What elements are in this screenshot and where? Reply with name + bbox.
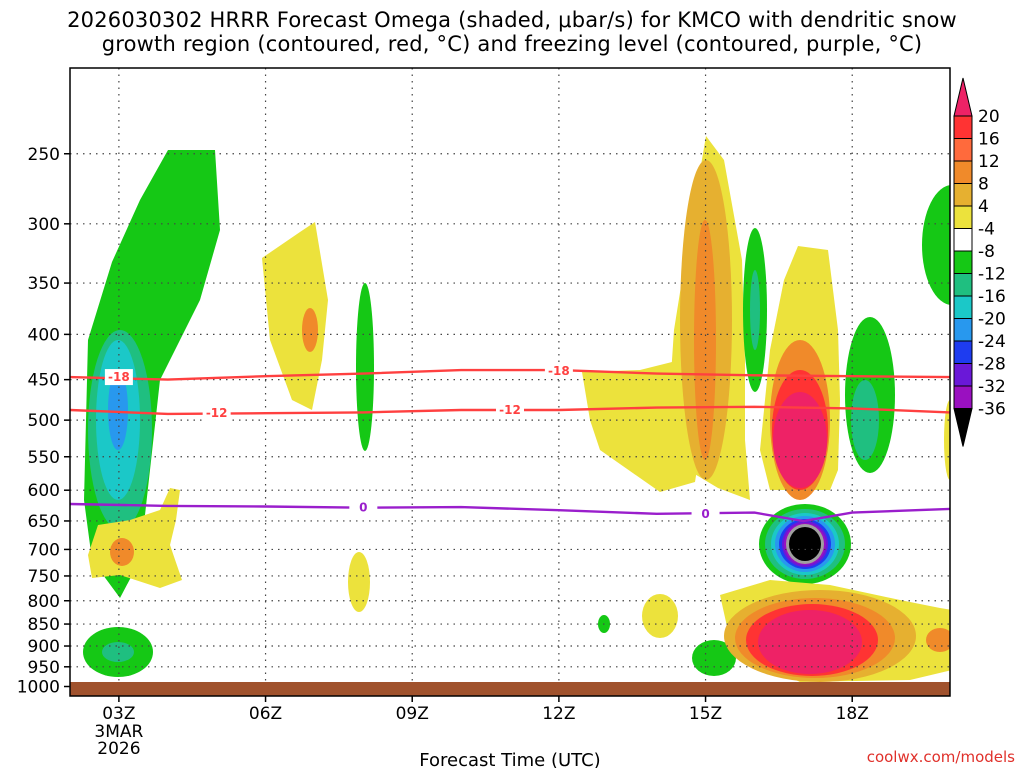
colorbar-swatch	[953, 115, 973, 139]
colorbar-swatch	[953, 340, 973, 364]
contour-label-bg-5	[691, 505, 720, 522]
lift-region-low-left	[88, 488, 182, 588]
colorbar-swatch	[953, 363, 973, 387]
colorbar-label: 12	[978, 152, 1000, 172]
y-tick-label: 250	[28, 145, 60, 165]
chart-title-line1: 2026030302 HRRR Forecast Omega (shaded, …	[67, 8, 957, 32]
colorbar-label: 8	[978, 175, 989, 195]
x-tick-label: 15Z	[689, 704, 722, 724]
lift-region-06z	[262, 222, 328, 410]
colorbar-swatch	[953, 138, 973, 162]
colorbar-label: 20	[978, 107, 1000, 127]
y-tick-label: 450	[28, 371, 60, 391]
chart-title-line2: growth region (contoured, red, °C) and f…	[101, 32, 923, 56]
lift-core-low-left	[110, 538, 134, 566]
y-tick-label: 850	[28, 615, 60, 635]
colorbar-swatch	[953, 160, 973, 184]
pressure-axis: 2503003504004505005506006507007508008509…	[17, 145, 70, 698]
contour-label-bg-3	[496, 402, 524, 419]
sink-core-peak	[108, 370, 128, 450]
colorbar-swatch	[953, 228, 973, 252]
colorbar-label: -16	[978, 287, 1006, 307]
colorbar-label: -28	[978, 355, 1006, 375]
contour-label: 0	[359, 501, 367, 515]
sink-strip-16z-core	[750, 270, 760, 350]
chart-title: 2026030302 HRRR Forecast Omega (shaded, …	[0, 8, 1024, 56]
contour-label: -12	[499, 403, 521, 417]
colorbar-swatch	[953, 273, 973, 297]
temperature-contours: -18 -18 -12 -12 0 0	[70, 363, 950, 523]
contour-label: 0	[701, 507, 709, 521]
colorbar-label: -20	[978, 310, 1006, 330]
lift-blob-08z	[348, 552, 370, 612]
x-date-label: 2026	[97, 739, 140, 759]
lift-tower-17z-magenta	[773, 392, 827, 488]
colorbar-label: -24	[978, 332, 1006, 352]
plot-frame	[69, 67, 951, 697]
y-tick-label: 600	[28, 481, 60, 501]
sink-blob-15z	[692, 640, 736, 676]
sink-layer-17z-black	[789, 527, 821, 561]
x-tick-label: 06Z	[249, 704, 282, 724]
colorbar-label: -8	[978, 242, 995, 262]
credit-link[interactable]: coolwx.com/models	[867, 748, 1015, 766]
colorbar-swatch	[953, 205, 973, 229]
colorbar-label: 4	[978, 197, 989, 217]
y-tick-label: 500	[28, 411, 60, 431]
lift-core-06z	[302, 308, 318, 352]
x-tick-label: 03Z	[102, 704, 135, 724]
colorbar-label: -32	[978, 377, 1006, 397]
colorbar-arrow-bottom	[953, 408, 973, 447]
plot-area: -18 -18 -12 -12 0 0	[70, 68, 950, 696]
contour-label-bg-1	[544, 363, 573, 380]
colorbar-label: -12	[978, 265, 1006, 285]
colorbar-label: -4	[978, 220, 995, 240]
colorbar-swatch	[953, 183, 973, 207]
y-tick-label: 300	[28, 215, 60, 235]
colorbar-label: -36	[978, 400, 1006, 420]
y-tick-label: 900	[28, 637, 60, 657]
x-tick-label: 09Z	[396, 704, 429, 724]
contour-label-bg-0	[104, 369, 133, 386]
sink-core-low-left	[102, 642, 134, 662]
y-tick-label: 650	[28, 512, 60, 532]
y-tick-label: 750	[28, 567, 60, 587]
colorbar-swatch	[953, 250, 973, 274]
terrain-surface	[70, 682, 950, 696]
sink-region-right-edge	[922, 185, 950, 305]
contour-label-bg-2	[202, 405, 231, 422]
contour-label-bg-4	[349, 499, 378, 516]
x-axis-title: Forecast Time (UTC)	[419, 750, 600, 768]
contour-label: -18	[548, 364, 570, 378]
colorbar-label: 16	[978, 130, 1000, 150]
colorbar-swatch	[953, 295, 973, 319]
colorbar-arrow-top	[953, 77, 973, 117]
x-date-label: 3MAR	[94, 722, 143, 742]
contour-freezing-level	[70, 502, 950, 523]
lift-band-low-right	[926, 628, 950, 652]
y-tick-label: 950	[28, 658, 60, 678]
y-tick-label: 800	[28, 592, 60, 612]
y-tick-label: 350	[28, 274, 60, 294]
x-tick-label: 12Z	[542, 704, 575, 724]
y-tick-label: 400	[28, 325, 60, 345]
contour-dendritic-top	[70, 368, 950, 381]
contour-label: -18	[108, 370, 130, 384]
lift-band-low-magenta	[758, 610, 862, 674]
lift-blob-14z	[642, 594, 678, 638]
colorbar-swatch	[953, 318, 973, 342]
x-tick-label: 18Z	[836, 704, 869, 724]
y-tick-label: 1000	[17, 678, 60, 698]
y-tick-label: 700	[28, 540, 60, 560]
sink-strip-08z	[356, 283, 374, 451]
contour-label: -12	[206, 406, 228, 420]
lift-plume-15z-core	[694, 220, 716, 460]
y-tick-label: 550	[28, 448, 60, 468]
grid	[70, 68, 950, 696]
colorbar-swatch	[953, 385, 973, 409]
sink-region-18z-core	[851, 380, 879, 460]
